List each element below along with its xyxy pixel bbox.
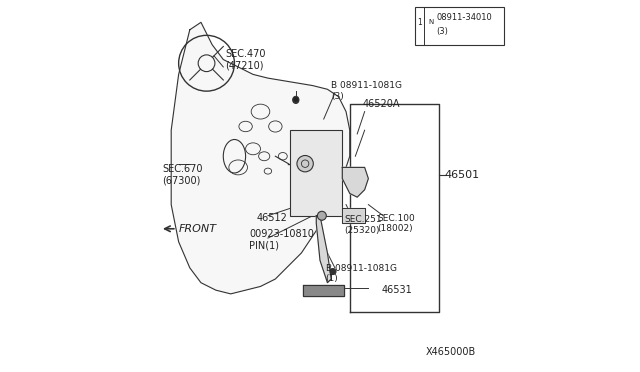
Text: (3): (3) xyxy=(436,27,448,36)
Text: SEC.251
(25320): SEC.251 (25320) xyxy=(344,215,382,235)
Text: 46531: 46531 xyxy=(381,285,412,295)
Polygon shape xyxy=(316,216,331,283)
Polygon shape xyxy=(342,167,369,197)
Text: FRONT: FRONT xyxy=(179,224,216,234)
Text: N: N xyxy=(428,19,433,25)
Text: 46501: 46501 xyxy=(445,170,480,180)
Circle shape xyxy=(293,97,299,103)
Circle shape xyxy=(293,96,299,102)
Bar xyxy=(291,130,342,216)
Text: 1: 1 xyxy=(417,18,422,27)
Circle shape xyxy=(317,211,326,220)
Text: 00923-10810
PIN(1): 00923-10810 PIN(1) xyxy=(250,229,314,251)
Text: 46520A: 46520A xyxy=(363,99,400,109)
Text: X465000B: X465000B xyxy=(426,347,476,357)
Text: B 08911-1081G
(1): B 08911-1081G (1) xyxy=(326,264,397,283)
FancyBboxPatch shape xyxy=(415,7,504,45)
Circle shape xyxy=(297,155,314,172)
Text: B 08911-1081G
(3): B 08911-1081G (3) xyxy=(331,81,402,101)
Text: SEC.470
(47210): SEC.470 (47210) xyxy=(225,49,266,70)
Text: 08911-34010: 08911-34010 xyxy=(436,13,492,22)
Polygon shape xyxy=(342,208,365,223)
Circle shape xyxy=(330,269,336,275)
Polygon shape xyxy=(303,285,344,296)
Text: 46512: 46512 xyxy=(257,213,287,222)
Text: SEC.100
(18002): SEC.100 (18002) xyxy=(378,214,415,233)
Polygon shape xyxy=(172,22,349,294)
Text: SEC.670
(67300): SEC.670 (67300) xyxy=(162,164,202,186)
